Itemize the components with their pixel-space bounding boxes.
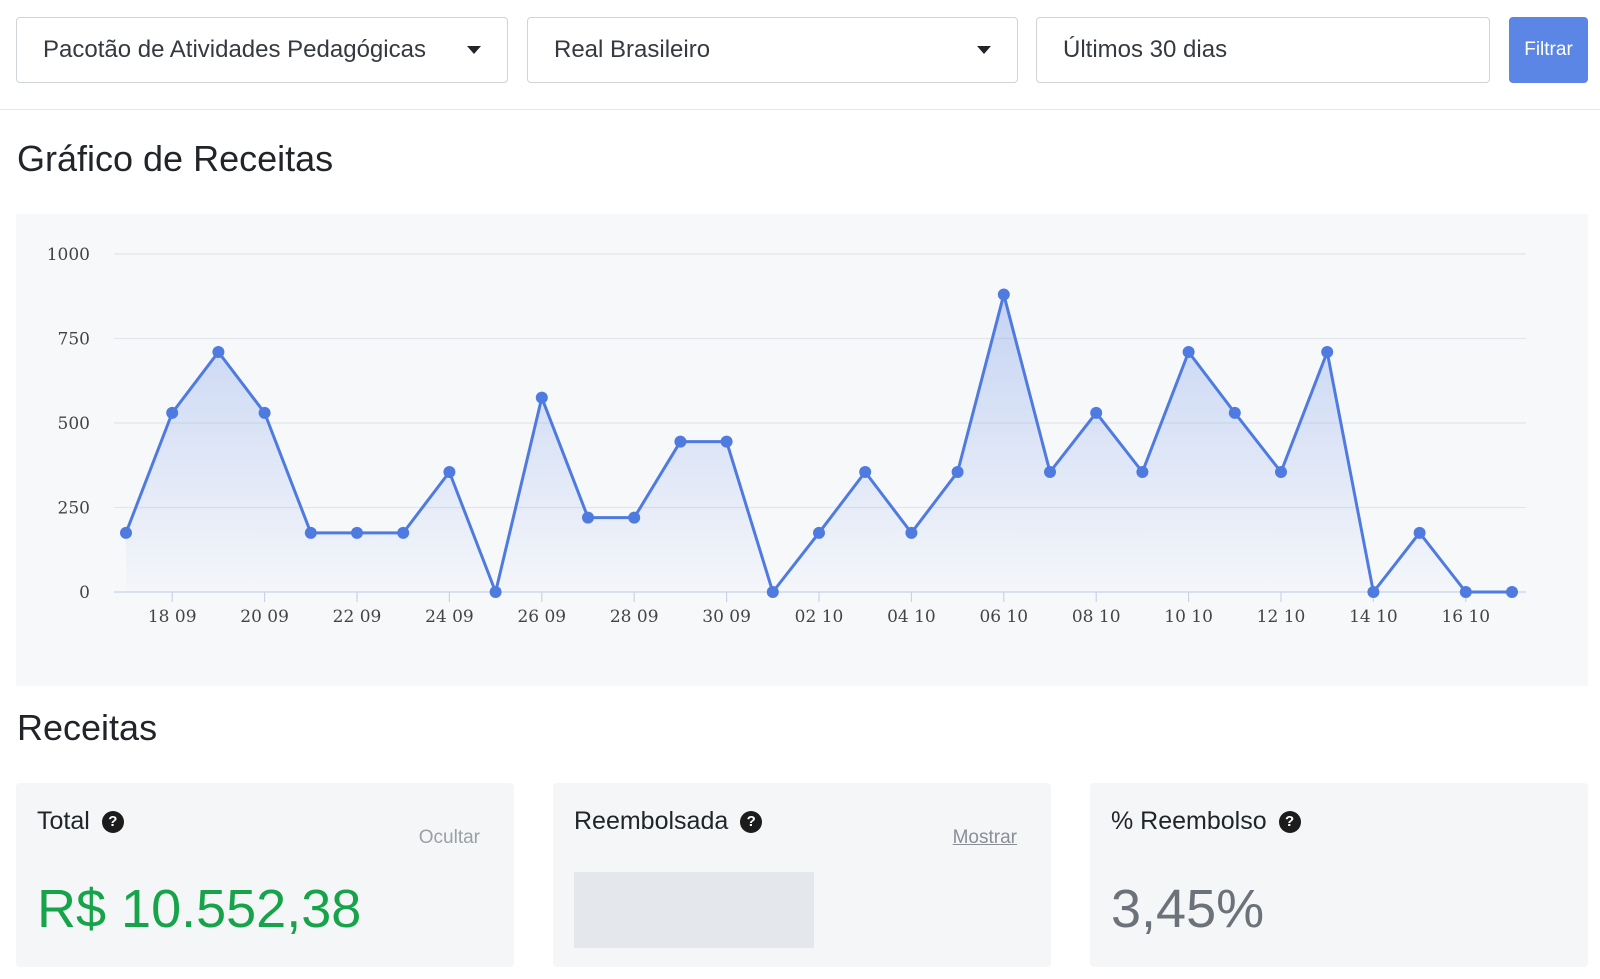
series-area: [126, 294, 1512, 592]
total-label: Total: [37, 807, 90, 835]
data-point: [166, 406, 179, 419]
help-icon[interactable]: ?: [101, 810, 124, 833]
revenues-section-title: Receitas: [17, 707, 158, 748]
data-point: [1228, 406, 1241, 419]
x-tick-label: 26 09: [517, 607, 566, 627]
x-tick-label: 24 09: [425, 607, 474, 627]
x-tick-label: 06 10: [979, 607, 1028, 627]
x-tick-label: 22 09: [333, 607, 382, 627]
data-point: [628, 511, 641, 524]
refund-percent-value: 3,45%: [1111, 879, 1265, 939]
x-tick-label: 28 09: [610, 607, 659, 627]
total-card: Total ? Ocultar R$ 10.552,38: [16, 783, 514, 967]
data-point: [905, 526, 918, 539]
data-point: [997, 288, 1010, 301]
data-point: [951, 466, 964, 479]
y-tick-label: 750: [58, 330, 90, 350]
caret-down-icon: [467, 46, 481, 54]
filter-bar: Pacotão de Atividades Pedagógicas Real B…: [0, 0, 1600, 110]
period-input-value: Últimos 30 dias: [1063, 36, 1228, 63]
y-tick-label: 250: [58, 499, 90, 519]
data-point: [1367, 586, 1380, 598]
chart-section-title: Gráfico de Receitas: [17, 138, 334, 179]
help-icon[interactable]: ?: [1278, 810, 1301, 833]
refunded-label: Reembolsada: [574, 807, 729, 835]
data-point: [1090, 406, 1103, 419]
data-point: [1506, 586, 1518, 598]
refund-percent-label: % Reembolso: [1111, 807, 1267, 835]
y-tick-label: 1000: [47, 245, 90, 265]
filter-button[interactable]: Filtrar: [1509, 17, 1588, 83]
revenue-chart: 0 250 500 750 1000 18 09 20 09 22 09 24 09 26 09 2…: [16, 214, 1588, 686]
data-point: [120, 526, 132, 539]
show-toggle[interactable]: Mostrar: [952, 827, 1017, 848]
data-point: [859, 466, 872, 479]
y-tick-label: 0: [79, 583, 90, 603]
refund-percent-card: % Reembolso ? 3,45%: [1090, 783, 1588, 967]
currency-select[interactable]: Real Brasileiro: [527, 17, 1018, 83]
x-tick-label: 02 10: [795, 607, 844, 627]
data-point: [674, 435, 687, 448]
data-point: [304, 526, 317, 539]
total-value: R$ 10.552,38: [37, 879, 362, 939]
data-point: [582, 511, 594, 524]
hidden-value-placeholder: [574, 872, 814, 948]
data-point: [535, 391, 548, 404]
x-tick-label: 14 10: [1349, 607, 1398, 627]
x-tick-label: 18 09: [148, 607, 197, 627]
help-icon[interactable]: ?: [740, 810, 763, 833]
data-point: [443, 466, 456, 479]
data-point: [1275, 466, 1287, 479]
y-tick-label: 500: [58, 414, 90, 434]
x-tick-label: 20 09: [240, 607, 289, 627]
period-input[interactable]: Últimos 30 dias: [1036, 17, 1490, 83]
product-select[interactable]: Pacotão de Atividades Pedagógicas: [16, 17, 508, 83]
data-point: [1136, 466, 1149, 479]
data-point: [1044, 466, 1056, 479]
data-point: [1321, 346, 1334, 359]
data-point: [1182, 346, 1195, 359]
data-point: [766, 586, 779, 598]
x-tick-label: 16 10: [1441, 607, 1490, 627]
x-tick-label: 04 10: [887, 607, 936, 627]
caret-down-icon: [977, 46, 991, 54]
data-point: [1459, 586, 1472, 598]
data-point: [720, 435, 733, 448]
x-tick-label: 08 10: [1072, 607, 1121, 627]
x-tick-label: 10 10: [1164, 607, 1213, 627]
x-tick-label: 12 10: [1257, 607, 1306, 627]
revenue-chart-svg: 0 250 500 750 1000 18 09 20 09 22 09 24 09 26 09 2…: [47, 245, 1526, 627]
data-point: [1413, 526, 1426, 539]
x-tick-label: 30 09: [702, 607, 751, 627]
data-point: [397, 526, 410, 539]
product-select-value: Pacotão de Atividades Pedagógicas: [43, 36, 426, 63]
data-point: [813, 526, 825, 539]
refunded-card: Reembolsada ? Mostrar: [553, 783, 1051, 967]
data-point: [258, 406, 271, 419]
data-point: [212, 346, 225, 359]
currency-select-value: Real Brasileiro: [554, 36, 711, 63]
data-point: [351, 526, 363, 539]
hide-toggle[interactable]: Ocultar: [418, 827, 480, 848]
data-point: [489, 586, 502, 598]
